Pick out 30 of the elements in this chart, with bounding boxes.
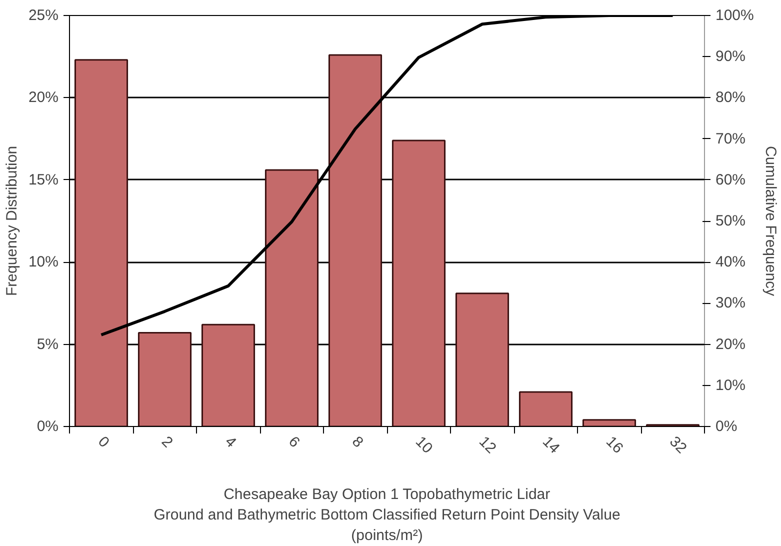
y2-tick-label: 80% [716, 89, 746, 106]
x-tick-label: 12 [476, 433, 500, 458]
x-tick-label: 32 [666, 433, 690, 458]
y2-tick-label: 30% [716, 294, 746, 312]
y2-tick-label: 40% [716, 254, 746, 271]
x-axis-title: Chesapeake Bay Option 1 Topobathymetric Lidar Ground and Bathymetric Bottom Classified Return Point Density Value (points/m²) [154, 486, 620, 544]
y-axis-title: Frequency Distribution [3, 146, 20, 296]
y-tick-label: 15% [28, 171, 59, 188]
y-tick-label: 0% [36, 418, 59, 435]
y2-tick-label: 50% [716, 212, 746, 230]
x-tick-label: 8 [348, 433, 366, 452]
y-tick-label: 10% [28, 254, 59, 271]
y2-tick-label: 20% [716, 336, 746, 353]
y2-axis-title: Cumulative Frequency [762, 146, 779, 297]
y2-tick-label: 70% [716, 130, 746, 148]
y2-tick-label: 60% [716, 171, 746, 188]
y2-tick-label: 90% [716, 48, 746, 66]
x-tick-label: 14 [539, 433, 563, 458]
y2-tick-label: 10% [716, 376, 746, 394]
x-tick-label: 4 [222, 433, 240, 452]
y-tick-label: 25% [28, 7, 59, 24]
x-tick-label: 16 [602, 433, 626, 458]
x-tick-label: 10 [412, 433, 436, 458]
y-tick-label: 5% [36, 336, 59, 353]
x-tick-label: 0 [94, 433, 112, 452]
y2-tick-label: 100% [716, 7, 754, 24]
y2-tick-label: 0% [716, 418, 738, 435]
x-tick-label: 6 [285, 433, 303, 452]
y-tick-label: 20% [28, 89, 59, 106]
x-tick-label: 2 [158, 433, 176, 452]
